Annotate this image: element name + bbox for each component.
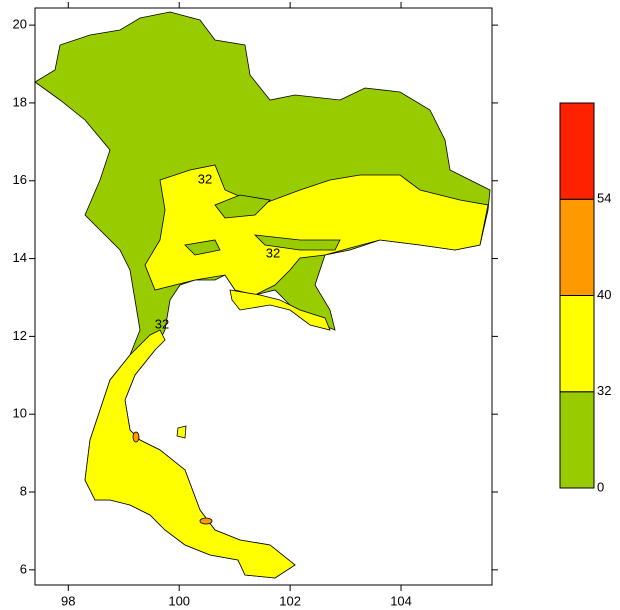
region-yellow <box>84 329 296 579</box>
region-yellow <box>144 164 489 296</box>
colorbar-label: 32 <box>597 383 611 398</box>
x-tick-label: 104 <box>390 593 412 608</box>
x-tick-label: 98 <box>61 593 75 608</box>
y-tick-label: 10 <box>13 406 27 421</box>
y-tick-label: 12 <box>13 328 27 343</box>
y-tick-label: 18 <box>13 94 27 109</box>
contour-label: 32 <box>198 171 212 186</box>
colorbar-segment <box>559 391 595 489</box>
region-green <box>214 194 271 219</box>
colorbar-label: 0 <box>597 479 604 494</box>
plot-frame <box>34 7 493 586</box>
y-tick-label: 14 <box>13 250 27 265</box>
region-green <box>253 234 341 251</box>
colorbar-segment <box>559 295 595 393</box>
colorbar-segment <box>559 198 595 296</box>
region-orange <box>199 517 213 525</box>
island <box>176 425 187 439</box>
region-yellow <box>229 289 331 331</box>
y-tick-label: 16 <box>13 172 27 187</box>
y-tick-label: 6 <box>20 561 27 576</box>
colorbar-label: 54 <box>597 191 611 206</box>
x-tick-label: 102 <box>279 593 301 608</box>
colorbar-segment <box>559 102 595 200</box>
y-tick-label: 8 <box>20 483 27 498</box>
x-tick-label: 100 <box>168 593 190 608</box>
map <box>34 11 491 579</box>
region-orange <box>132 431 140 443</box>
region-green <box>184 239 221 256</box>
contour-label: 32 <box>266 245 280 260</box>
contour-label: 32 <box>155 316 169 331</box>
colorbar-label: 40 <box>597 287 611 302</box>
y-tick-label: 20 <box>13 17 27 32</box>
